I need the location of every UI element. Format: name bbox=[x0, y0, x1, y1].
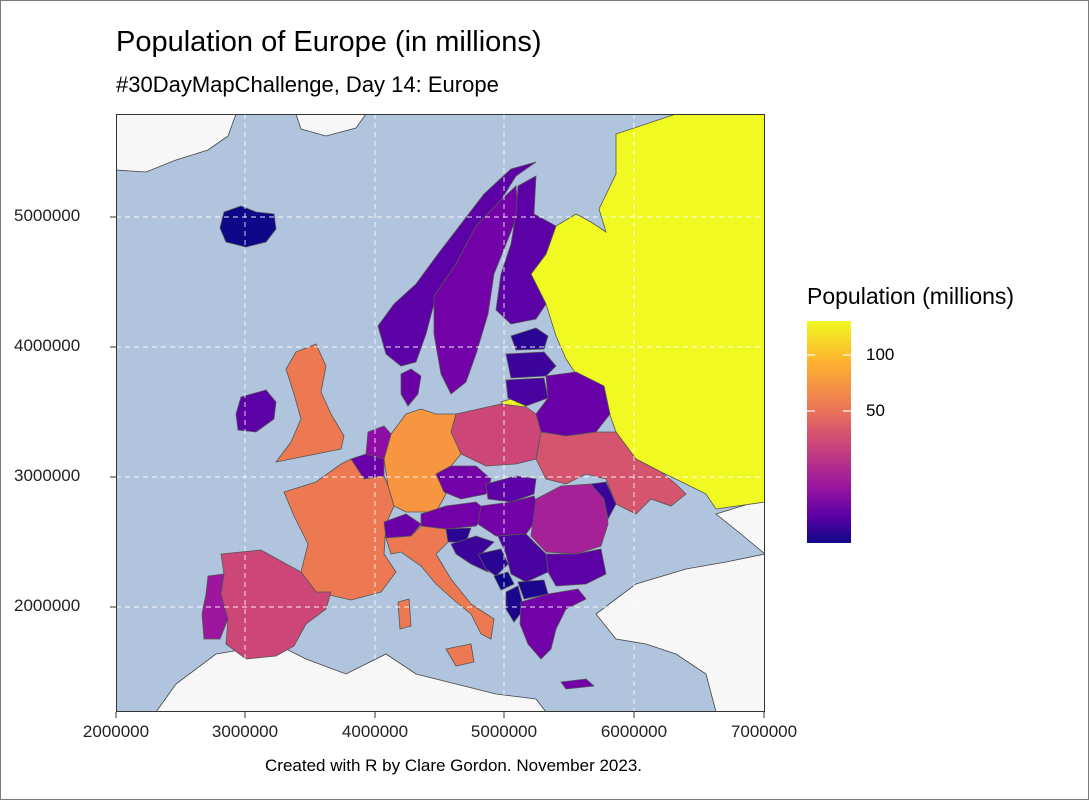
y-tick-label: 3000000 bbox=[14, 466, 81, 485]
x-tick-label: 5000000 bbox=[470, 722, 538, 741]
country-sweden bbox=[433, 185, 519, 395]
country-ukraine bbox=[535, 431, 687, 515]
country-bulgaria bbox=[545, 548, 607, 587]
country-ireland bbox=[235, 389, 277, 433]
country-finland bbox=[495, 175, 557, 325]
north-africa-land bbox=[155, 643, 547, 712]
country-switzerland bbox=[383, 513, 422, 539]
x-tick-label: 2000000 bbox=[82, 722, 150, 741]
country-greece bbox=[519, 588, 587, 660]
country-italy bbox=[385, 525, 495, 640]
turkey-land bbox=[595, 553, 765, 712]
country-moldova bbox=[590, 481, 617, 521]
country-montenegro bbox=[493, 571, 515, 591]
map-subtitle: #30DayMapChallenge, Day 14: Europe bbox=[116, 72, 499, 97]
country-iceland bbox=[219, 205, 277, 248]
map-panel bbox=[116, 114, 765, 712]
country-italy-sardinia bbox=[397, 598, 412, 630]
x-tick-label: 7000000 bbox=[730, 722, 798, 741]
legend-colorbar bbox=[807, 321, 851, 543]
country-greece-crete bbox=[560, 678, 595, 690]
greenland-edge bbox=[116, 114, 237, 173]
x-tick-label: 3000000 bbox=[211, 722, 279, 741]
map-title: Population of Europe (in millions) bbox=[116, 26, 542, 58]
legend-title: Population (millions) bbox=[807, 283, 1015, 309]
country-latvia bbox=[505, 351, 557, 379]
country-netherlands bbox=[365, 425, 392, 460]
country-estonia bbox=[510, 327, 549, 351]
country-lithuania bbox=[505, 377, 549, 407]
country-slovakia bbox=[485, 475, 537, 503]
graticule bbox=[116, 114, 765, 712]
country-portugal bbox=[201, 573, 229, 640]
country-denmark bbox=[400, 368, 422, 407]
country-albania bbox=[505, 585, 525, 623]
x-tick-label: 6000000 bbox=[600, 722, 668, 741]
country-bosnia bbox=[477, 548, 509, 577]
svalbard-edge bbox=[295, 114, 367, 137]
legend-label: 100 bbox=[866, 345, 895, 364]
legend-label: 50 bbox=[866, 401, 885, 420]
country-united-kingdom bbox=[275, 343, 345, 463]
caption: Created with R by Clare Gordon. November… bbox=[265, 756, 643, 775]
map-border bbox=[116, 114, 765, 712]
y-tick-label: 2000000 bbox=[14, 596, 81, 615]
legend-ticks bbox=[807, 354, 851, 412]
country-italy-sicily bbox=[445, 643, 475, 667]
x-tick-label: 4000000 bbox=[341, 722, 409, 741]
country-romania bbox=[530, 483, 609, 555]
country-france bbox=[283, 458, 397, 601]
y-tick-label: 4000000 bbox=[14, 336, 81, 355]
y-tick-label: 5000000 bbox=[14, 206, 81, 225]
country-serbia bbox=[497, 533, 549, 583]
outside-land bbox=[116, 114, 765, 712]
country-norway bbox=[377, 161, 537, 367]
